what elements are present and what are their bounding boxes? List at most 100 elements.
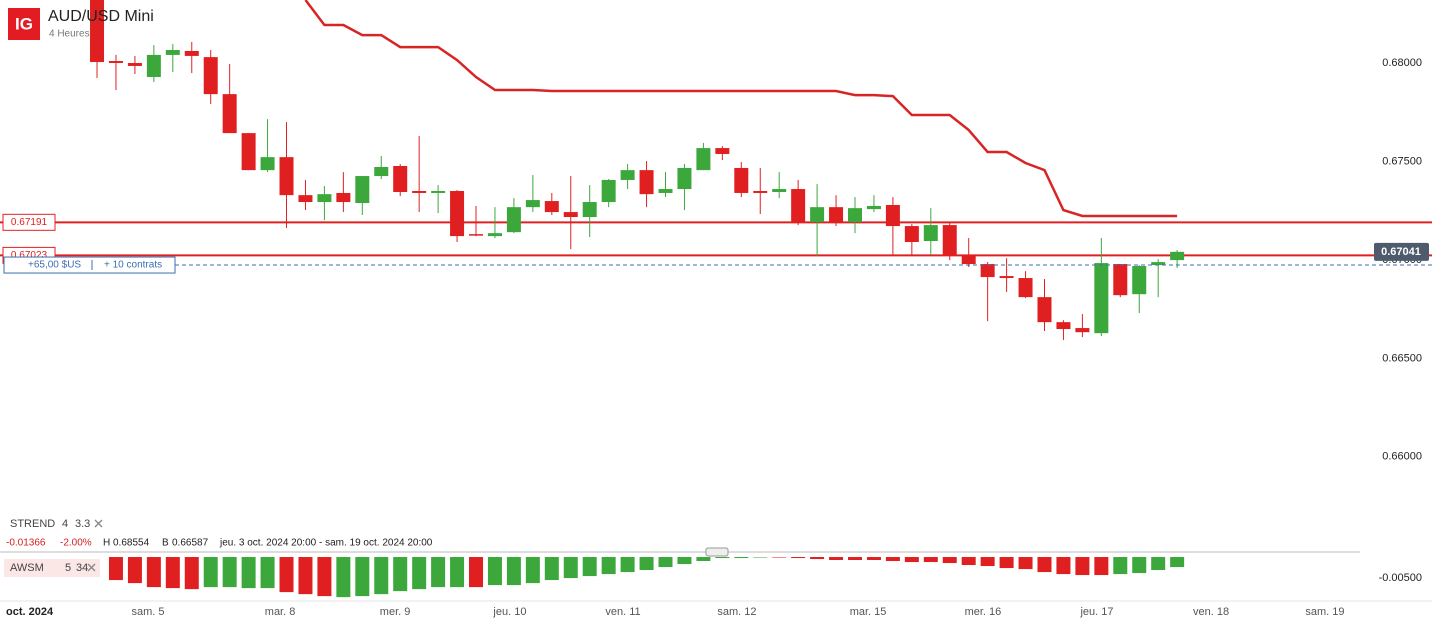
x-tick-label: jeu. 10	[492, 606, 526, 618]
histogram-bar	[601, 557, 616, 575]
histogram-bar	[1151, 557, 1166, 571]
candle-body	[829, 207, 844, 223]
histogram-bar	[791, 557, 806, 559]
x-tick-label: sam. 19	[1305, 606, 1344, 618]
candle-body	[279, 157, 294, 196]
logo: IG	[15, 14, 33, 33]
indicator-param: 3.3	[75, 518, 90, 530]
last-price-box	[1374, 242, 1429, 261]
indicator-name: STREND	[10, 518, 55, 530]
candle-body	[885, 204, 900, 227]
histogram-bar	[582, 557, 597, 577]
histogram-bar	[203, 557, 218, 588]
histogram-bar	[336, 557, 351, 598]
candle-body	[431, 191, 446, 193]
histogram-bar	[544, 557, 559, 581]
x-tick-label: ven. 18	[1193, 606, 1229, 618]
histogram-bar	[1132, 557, 1147, 574]
candle-body	[1037, 297, 1052, 323]
price-level-label: 0.67023	[11, 250, 48, 261]
candle-body	[847, 208, 862, 223]
histogram-bar	[412, 557, 427, 590]
histogram-bar	[904, 557, 919, 563]
change-pct: -2.00%	[60, 538, 92, 549]
x-tick-label: sam. 12	[717, 606, 756, 618]
histogram-bar	[317, 557, 332, 597]
candle-body	[336, 192, 351, 203]
histogram-bar	[696, 557, 711, 562]
high-label: H	[103, 538, 110, 549]
awsm-param: 5	[65, 562, 71, 574]
histogram-bar	[942, 557, 957, 564]
candle-body	[1113, 264, 1128, 296]
candle-body	[165, 50, 180, 55]
candle-body	[298, 195, 313, 203]
supertrend-line	[304, 0, 1178, 218]
histogram-bar	[241, 557, 256, 589]
candle-body	[412, 191, 427, 193]
histogram-bar	[961, 557, 976, 566]
histogram-bar	[1056, 557, 1071, 575]
histogram-bar	[620, 557, 635, 573]
position-box	[3, 256, 176, 274]
candle-body	[734, 167, 749, 193]
close-indicator[interactable]	[94, 519, 103, 528]
histogram-bar	[563, 557, 578, 579]
candle-body	[108, 61, 123, 64]
histogram-bar	[829, 557, 844, 561]
candle-body	[1094, 263, 1109, 334]
candle-body	[544, 201, 559, 213]
chart-subtitle: 4 Heures	[49, 29, 90, 40]
histogram-bar	[1037, 557, 1052, 573]
histogram-bar	[469, 557, 484, 588]
candle-body	[1018, 278, 1033, 298]
candle-body	[620, 170, 635, 180]
x-axis: sam. 5 mar. 8 mer. 9 jeu. 10 ven. 11 sam. 12 m…	[131, 606, 1344, 618]
price-level-box	[2, 213, 56, 231]
candle-body	[90, 0, 105, 63]
histogram-bar	[772, 557, 787, 558]
candle-body	[980, 264, 995, 278]
histogram-bar	[393, 557, 408, 592]
histogram-bar	[753, 557, 768, 558]
candle-body	[601, 179, 616, 203]
change: -0.01366	[6, 538, 46, 549]
histogram-bar	[677, 557, 692, 565]
x-tick-label: mer. 16	[965, 606, 1002, 618]
candle-body	[1132, 266, 1147, 295]
histogram-bar	[715, 557, 730, 559]
histogram-bar	[866, 557, 881, 561]
y-tick-label: 0.68000	[1382, 57, 1422, 69]
histogram-bar	[374, 557, 389, 595]
position-pnl: +65,00 $US	[28, 260, 81, 271]
candle-body	[772, 189, 787, 192]
histogram-bar	[450, 557, 465, 588]
candle-body	[1075, 328, 1090, 333]
y-tick-label: 0.66500	[1382, 352, 1422, 364]
x-tick-label: sam. 5	[131, 606, 164, 618]
candle-body	[904, 226, 919, 243]
x-tick-label: mar. 8	[265, 606, 296, 618]
histogram-bar	[810, 557, 825, 560]
candle-body	[999, 276, 1014, 279]
chart-title: AUD/USD Mini	[48, 8, 154, 25]
pane-handle[interactable]	[705, 547, 729, 557]
close-indicator[interactable]	[87, 563, 96, 572]
histogram-bar	[431, 557, 446, 588]
candle-body	[639, 170, 654, 195]
histogram-bar	[923, 557, 938, 563]
histogram-bar	[222, 557, 237, 588]
candle-body	[146, 54, 161, 77]
histogram-bar	[658, 557, 673, 568]
histogram-bar	[298, 557, 313, 595]
low-label: B	[162, 538, 169, 549]
candle-body	[923, 225, 938, 242]
awsm-name: AWSM	[10, 562, 44, 574]
candle-body	[677, 167, 692, 190]
candle-body	[658, 189, 673, 193]
histogram-bar	[184, 557, 199, 590]
histogram-bar	[165, 557, 180, 589]
candle-body	[582, 202, 597, 217]
histogram-bar	[506, 557, 521, 586]
